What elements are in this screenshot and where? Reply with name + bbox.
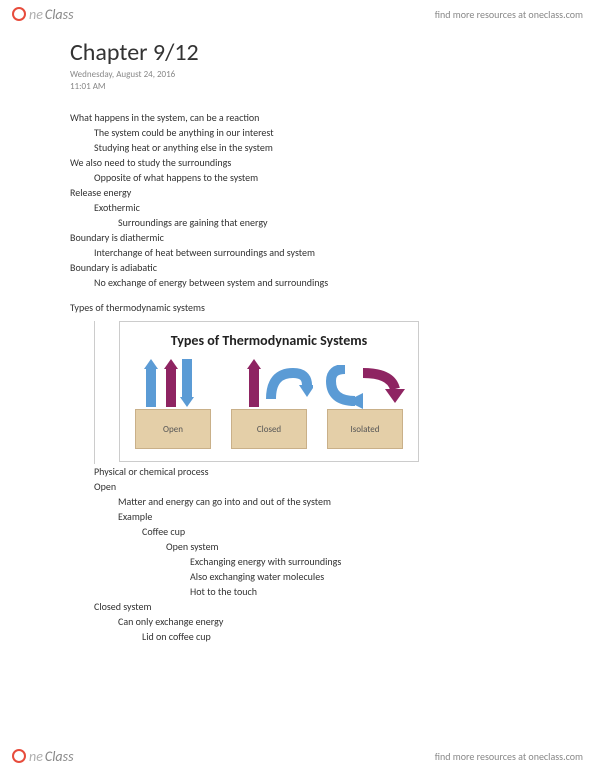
system-box-open: Open (135, 409, 211, 449)
note-line: Open system (166, 539, 555, 554)
logo-bottom: ne Class (12, 748, 74, 765)
note-line: Coffee cup (142, 524, 555, 539)
header-bar: ne Class find more resources at oneclass… (0, 0, 595, 28)
note-line: Open (94, 479, 555, 494)
note-line: What happens in the system, can be a rea… (70, 110, 555, 125)
thermo-diagram: Types of Thermodynamic Systems (119, 321, 419, 462)
header-link[interactable]: find more resources at oneclass.com (435, 8, 583, 21)
note-line: Boundary is adiabatic (70, 260, 555, 275)
arrow-down-icon (180, 397, 194, 407)
arrow-up-icon (247, 359, 261, 369)
logo-circle-icon (12, 7, 26, 21)
note-line: Closed system (94, 599, 555, 614)
note-line: Hot to the touch (190, 584, 555, 599)
logo-text-class: Class (45, 6, 74, 23)
curved-arrow-icon (263, 367, 313, 407)
note-line: Exothermic (94, 200, 555, 215)
note-line: The system could be anything in our inte… (94, 125, 555, 140)
system-isolated: Isolated (321, 359, 409, 449)
page-content: Chapter 9/12 Wednesday, August 24, 2016 … (70, 38, 555, 644)
page-date: Wednesday, August 24, 2016 (70, 69, 555, 81)
page-time: 11:01 AM (70, 81, 555, 93)
note-line: Interchange of heat between surroundings… (94, 245, 555, 260)
system-closed: Closed (225, 359, 313, 449)
logo-text-one: ne (29, 6, 43, 23)
diagram-title: Types of Thermodynamic Systems (128, 330, 410, 351)
note-line: Types of thermodynamic systems (70, 300, 555, 315)
note-line: Surroundings are gaining that energy (118, 215, 555, 230)
logo-text-class: Class (45, 748, 74, 765)
arrow-up-icon (144, 359, 158, 369)
logo-top: ne Class (12, 6, 74, 23)
note-line: Release energy (70, 185, 555, 200)
notes-block: What happens in the system, can be a rea… (70, 110, 555, 644)
note-line: Can only exchange energy (118, 614, 555, 629)
footer-bar: ne Class find more resources at oneclass… (0, 742, 595, 770)
system-box-closed: Closed (231, 409, 307, 449)
footer-link[interactable]: find more resources at oneclass.com (435, 750, 583, 763)
note-line: Example (118, 509, 555, 524)
note-line: Also exchanging water molecules (190, 569, 555, 584)
note-line: Exchanging energy with surroundings (190, 554, 555, 569)
note-line: We also need to study the surroundings (70, 155, 555, 170)
note-line: Studying heat or anything else in the sy… (94, 140, 555, 155)
diagram-wrap: Types of Thermodynamic Systems (94, 321, 555, 464)
logo-text-one: ne (29, 748, 43, 765)
note-line: Matter and energy can go into and out of… (118, 494, 555, 509)
system-box-isolated: Isolated (327, 409, 403, 449)
system-open: Open (129, 359, 217, 449)
note-line: Opposite of what happens to the system (94, 170, 555, 185)
arrow-up-icon (164, 359, 178, 369)
curved-arrow-icon (355, 367, 405, 409)
systems-row: Open Closed (128, 359, 410, 449)
note-line: Boundary is diathermic (70, 230, 555, 245)
note-line: No exchange of energy between system and… (94, 275, 555, 290)
page-title: Chapter 9/12 (70, 38, 555, 67)
logo-circle-icon (12, 749, 26, 763)
note-line: Lid on coffee cup (142, 629, 555, 644)
note-line: Physical or chemical process (94, 464, 555, 479)
